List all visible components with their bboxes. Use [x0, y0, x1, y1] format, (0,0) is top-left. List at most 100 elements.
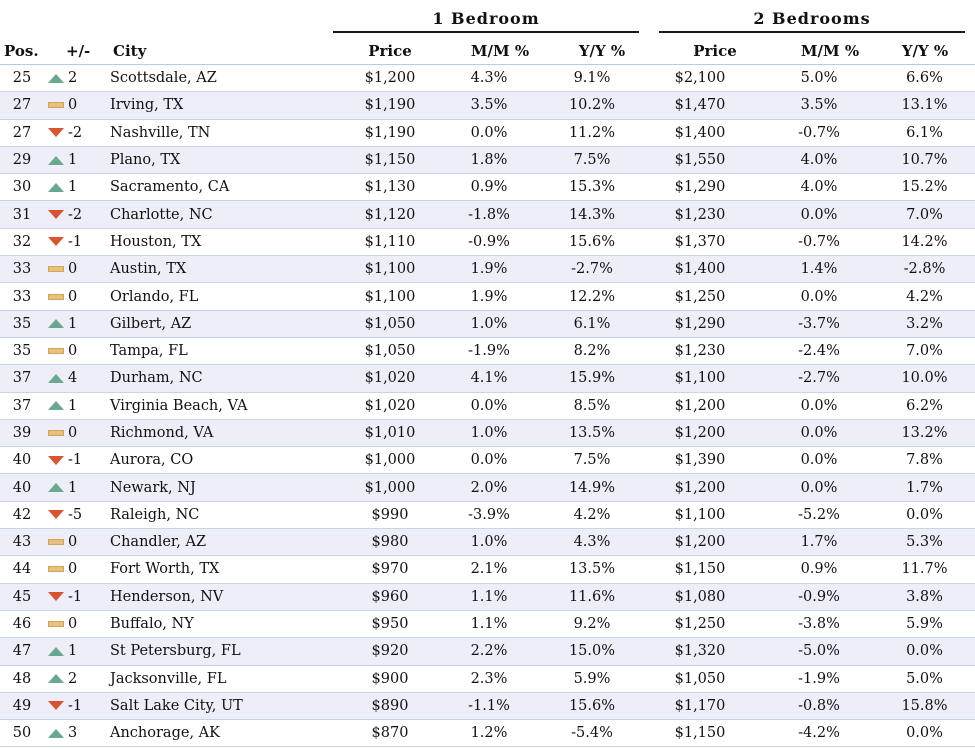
cell-mm-1br: 2.0%	[430, 473, 548, 502]
cell-mm-2br: 0.0%	[764, 419, 874, 448]
cell-pos: 40	[0, 446, 44, 475]
cell-city: Fort Worth, TX	[110, 555, 350, 584]
cell-mm-1br: 0.0%	[430, 392, 548, 420]
cell-yy-2br: 4.2%	[874, 282, 975, 311]
cell-trend	[44, 419, 68, 448]
dash-icon	[48, 266, 64, 273]
cell-price-1br: $1,190	[350, 119, 430, 147]
cell-city: Austin, TX	[110, 255, 350, 284]
cell-trend	[44, 583, 68, 611]
cell-yy-1br: 5.9%	[548, 665, 636, 693]
cell-yy-2br: 0.0%	[874, 501, 975, 530]
cell-mm-1br: -0.9%	[430, 228, 548, 257]
cell-price-2br: $1,250	[636, 610, 764, 639]
dash-icon	[48, 102, 64, 109]
column-header-price-2br: Price	[693, 42, 737, 60]
cell-yy-2br: 6.2%	[874, 392, 975, 420]
cell-change: 1	[68, 146, 110, 175]
cell-city: Gilbert, AZ	[110, 310, 350, 338]
cell-price-1br: $1,010	[350, 419, 430, 448]
cell-pos: 43	[0, 528, 44, 557]
cell-yy-1br: 12.2%	[548, 282, 636, 311]
cell-mm-2br: -2.7%	[764, 364, 874, 393]
cell-mm-2br: 3.5%	[764, 91, 874, 120]
cell-change: 0	[68, 255, 110, 284]
cell-mm-2br: -0.7%	[764, 228, 874, 257]
cell-trend	[44, 200, 68, 229]
column-header-price-1br: Price	[368, 42, 412, 60]
cell-yy-2br: 5.0%	[874, 665, 975, 693]
cell-yy-2br: 7.8%	[874, 446, 975, 475]
table-row: 27 0 Irving, TX $1,190 3.5% 10.2% $1,470 3.5% 13…	[0, 91, 975, 120]
cell-pos: 40	[0, 473, 44, 502]
cell-pos: 37	[0, 392, 44, 420]
cell-mm-2br: 0.0%	[764, 392, 874, 420]
cell-mm-1br: -3.9%	[430, 501, 548, 530]
cell-pos: 45	[0, 583, 44, 611]
cell-yy-1br: 15.0%	[548, 637, 636, 666]
cell-change: 1	[68, 637, 110, 666]
cell-change: -5	[68, 501, 110, 530]
cell-price-2br: $1,150	[636, 555, 764, 584]
cell-yy-1br: 15.6%	[548, 228, 636, 257]
cell-yy-1br: 11.2%	[548, 119, 636, 147]
cell-mm-2br: 1.4%	[764, 255, 874, 284]
group-header-2-bedrooms: 2 Bedrooms	[753, 9, 871, 28]
cell-price-1br: $1,110	[350, 228, 430, 257]
cell-change: -1	[68, 692, 110, 721]
cell-yy-1br: 7.5%	[548, 146, 636, 175]
dash-icon	[48, 621, 64, 628]
cell-pos: 33	[0, 282, 44, 311]
cell-mm-2br: 4.0%	[764, 146, 874, 175]
table-row: 48 2 Jacksonville, FL $900 2.3% 5.9% $1,050 -1.…	[0, 665, 975, 693]
cell-change: 0	[68, 91, 110, 120]
table-row: 43 0 Chandler, AZ $980 1.0% 4.3% $1,200 1.7% 5.3…	[0, 528, 975, 557]
cell-pos: 42	[0, 501, 44, 530]
cell-price-1br: $1,050	[350, 337, 430, 366]
cell-price-2br: $1,370	[636, 228, 764, 257]
cell-city: Salt Lake City, UT	[110, 692, 350, 721]
cell-yy-1br: 14.9%	[548, 473, 636, 502]
cell-pos: 27	[0, 119, 44, 147]
cell-mm-2br: 5.0%	[764, 65, 874, 93]
column-header-mm-1br: M/M %	[470, 42, 530, 60]
cell-mm-1br: 1.1%	[430, 583, 548, 611]
cell-trend	[44, 337, 68, 366]
cell-trend	[44, 692, 68, 721]
cell-city: Chandler, AZ	[110, 528, 350, 557]
cell-trend	[44, 528, 68, 557]
cell-mm-1br: -1.9%	[430, 337, 548, 366]
dash-icon	[48, 566, 64, 573]
cell-yy-1br: 15.9%	[548, 364, 636, 393]
cell-mm-2br: 1.7%	[764, 528, 874, 557]
cell-city: Newark, NJ	[110, 473, 350, 502]
cell-price-1br: $990	[350, 501, 430, 530]
column-header-yy-1br: Y/Y %	[578, 42, 626, 60]
cell-mm-1br: 1.0%	[430, 419, 548, 448]
cell-yy-1br: -5.4%	[548, 719, 636, 748]
cell-yy-2br: 5.3%	[874, 528, 975, 557]
triangle-up-icon	[48, 646, 64, 656]
cell-yy-2br: 3.2%	[874, 310, 975, 338]
cell-mm-1br: 4.3%	[430, 65, 548, 93]
dash-icon	[48, 348, 64, 355]
cell-change: -1	[68, 446, 110, 475]
cell-change: 0	[68, 528, 110, 557]
cell-yy-2br: 10.0%	[874, 364, 975, 393]
cell-price-2br: $1,230	[636, 200, 764, 229]
triangle-down-icon	[48, 210, 64, 220]
cell-mm-2br: 0.9%	[764, 555, 874, 584]
cell-price-2br: $1,200	[636, 473, 764, 502]
cell-yy-1br: 8.2%	[548, 337, 636, 366]
cell-pos: 44	[0, 555, 44, 584]
table-row: 37 4 Durham, NC $1,020 4.1% 15.9% $1,100 -2.7% 1…	[0, 364, 975, 393]
group-rule-2-bedrooms	[659, 31, 965, 33]
cell-change: 0	[68, 610, 110, 639]
cell-pos: 50	[0, 719, 44, 748]
cell-price-1br: $980	[350, 528, 430, 557]
cell-yy-2br: -2.8%	[874, 255, 975, 284]
cell-mm-1br: 1.1%	[430, 610, 548, 639]
cell-mm-2br: -2.4%	[764, 337, 874, 366]
cell-price-1br: $1,120	[350, 200, 430, 229]
cell-change: 2	[68, 665, 110, 693]
